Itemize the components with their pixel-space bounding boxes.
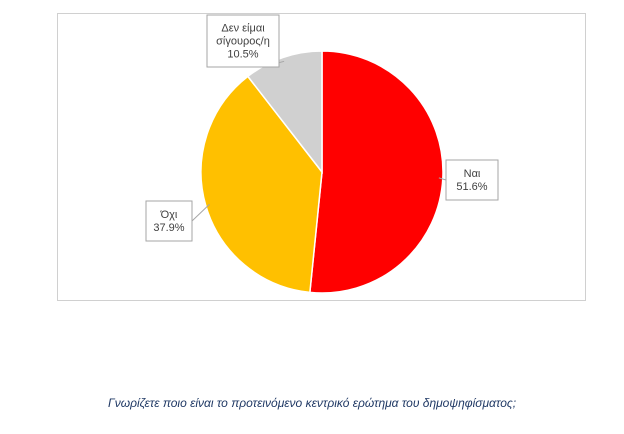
pie-slice	[309, 50, 444, 294]
chart-area: Ναι 51.6% Όχι 37.9% Δεν είμαι σίγουρος/η 10.5%	[57, 13, 586, 301]
callout-box	[145, 200, 193, 242]
slice-value-label: 10.5%	[227, 49, 258, 61]
slice-value-label: 51.6%	[456, 181, 487, 193]
slice-category-label: Όχι	[160, 209, 178, 221]
slice-category-label: Δεν είμαι	[221, 23, 265, 35]
callout-leader-line	[191, 203, 210, 222]
slice-value-label: 37.9%	[153, 222, 184, 234]
chart-caption: Γνωρίζετε ποιο είναι το προτεινόμενο κεν…	[107, 396, 517, 410]
slice-category-label: Ναι	[464, 168, 481, 180]
callout-box	[445, 159, 499, 201]
callout-box	[206, 14, 280, 68]
callout-leader-line	[438, 177, 447, 181]
pie-slice	[200, 75, 323, 294]
slice-category-label: σίγουρος/η	[216, 36, 270, 48]
pie-slice	[246, 50, 323, 175]
